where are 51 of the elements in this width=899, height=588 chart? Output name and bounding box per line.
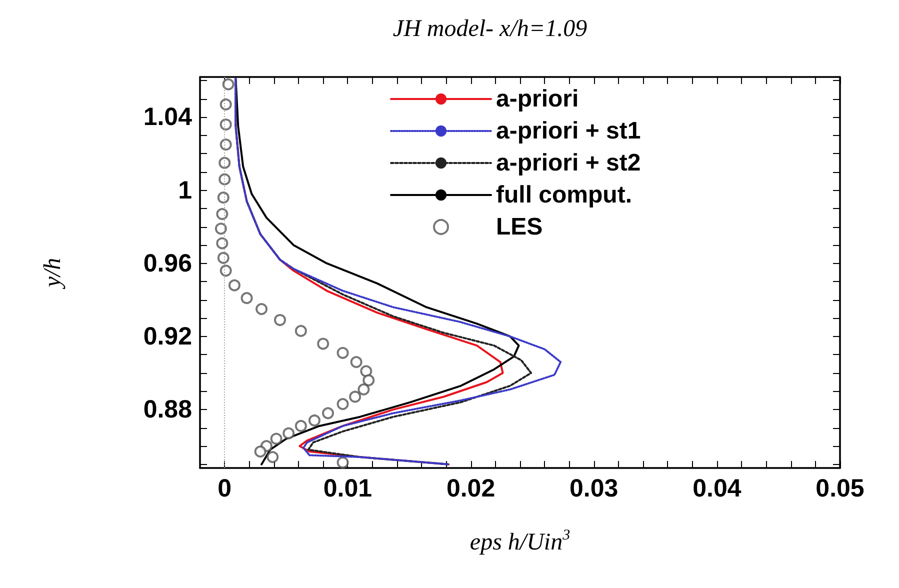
point <box>294 420 307 432</box>
legend-label: LES <box>496 214 543 240</box>
point <box>220 118 232 130</box>
point <box>308 414 320 426</box>
point <box>254 446 266 458</box>
point <box>317 338 330 350</box>
legend-label: full comput. <box>496 182 632 208</box>
point <box>216 208 228 220</box>
point <box>228 279 240 292</box>
point <box>220 138 232 151</box>
point <box>220 98 232 110</box>
point <box>270 432 282 445</box>
y-axis-title: y/h <box>40 258 66 290</box>
point <box>220 264 232 277</box>
legend-label: a-priori + st1 <box>496 118 641 144</box>
point <box>218 173 231 186</box>
x-tick-label: 0 <box>218 474 232 502</box>
point <box>362 374 375 386</box>
point <box>274 314 286 326</box>
point <box>218 156 231 169</box>
point <box>336 346 349 359</box>
point <box>360 365 372 378</box>
y-tick-label: 0.88 <box>143 396 192 424</box>
point <box>240 292 253 304</box>
legend-label: a-priori + st2 <box>496 150 641 176</box>
point <box>266 451 279 464</box>
point <box>217 192 230 204</box>
y-tick-label: 0.92 <box>143 322 192 350</box>
point <box>217 252 230 264</box>
x-tick-label: 0.05 <box>816 474 864 502</box>
point <box>214 222 227 235</box>
point <box>282 427 295 440</box>
x-tick-label: 0.04 <box>692 474 742 502</box>
point <box>358 383 370 396</box>
legend-label: a-priori <box>496 86 579 112</box>
x-tick-label: 0.03 <box>570 474 618 502</box>
point <box>222 78 234 90</box>
point <box>336 398 349 410</box>
point <box>336 456 349 469</box>
point <box>216 237 228 250</box>
chart-title: JH model- x/h=1.09 <box>392 16 588 42</box>
point <box>256 303 268 316</box>
point <box>294 324 307 337</box>
point <box>349 390 362 403</box>
x-tick-label: 0.01 <box>323 474 372 502</box>
x-tick-label: 0.02 <box>446 474 496 502</box>
point <box>322 407 334 420</box>
y-tick-label: 1 <box>178 176 192 204</box>
y-tick-label: 0.96 <box>143 249 192 278</box>
point <box>350 356 362 368</box>
y-tick-label: 1.04 <box>143 103 192 132</box>
